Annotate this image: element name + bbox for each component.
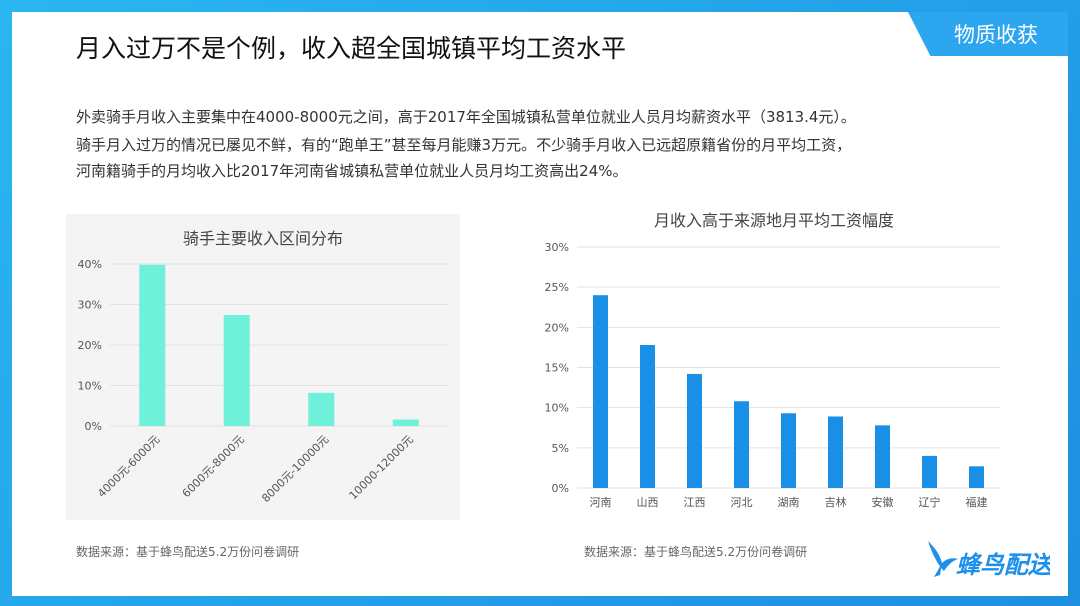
section-tag-label: 物质收获 <box>954 23 1038 47</box>
y-tick-label: 30% <box>545 241 569 254</box>
bar <box>781 413 796 488</box>
x-tick-label: 福建 <box>966 495 988 509</box>
chart-title: 月收入高于来源地月平均工资幅度 <box>654 211 894 230</box>
y-tick-label: 0% <box>85 420 102 433</box>
y-tick-label: 10% <box>78 380 102 393</box>
bar <box>875 425 890 488</box>
bar <box>969 466 984 488</box>
chart-title: 骑手主要收入区间分布 <box>183 229 343 248</box>
income-range-chart: 骑手主要收入区间分布 0% 10% 20% 30% 40% 4000元-6000元 6000… <box>66 214 460 520</box>
bar <box>828 416 843 488</box>
bar <box>392 419 419 426</box>
y-tick-label: 5% <box>552 442 569 455</box>
y-tick-label: 20% <box>78 339 102 352</box>
fengniao-logo: 蜂鸟配送 <box>922 537 1055 581</box>
y-tick-label: 20% <box>545 321 569 334</box>
intro-line-1: 外卖骑手月收入主要集中在4000-8000元之间，高于2017年全国城镇私营单位… <box>76 108 856 126</box>
bar <box>687 373 702 488</box>
bar <box>139 264 166 426</box>
x-tick-label: 江西 <box>684 496 706 509</box>
x-tick-label: 6000元-8000元 <box>180 433 247 500</box>
x-tick-label: 河南 <box>590 496 612 509</box>
logo-text: 蜂鸟配送 <box>956 551 1050 579</box>
intro-line-2: 骑手月入过万的情况已屡见不鲜，有的“跑单王”甚至每月能赚3万元。不少骑手月收入已… <box>76 136 852 154</box>
y-tick-label: 25% <box>545 281 569 294</box>
hummingbird-icon: 蜂鸟配送 <box>928 541 1055 579</box>
page-title: 月入过万不是个例，收入超全国城镇平均工资水平 <box>76 34 627 63</box>
y-tick-label: 10% <box>545 402 569 415</box>
y-tick-label: 40% <box>78 258 102 271</box>
bar <box>223 315 250 426</box>
income-range-chart-svg: 骑手主要收入区间分布 0% 10% 20% 30% 40% 4000元-6000元 6000… <box>78 229 448 505</box>
x-tick-label: 河北 <box>731 496 753 509</box>
x-tick-label: 10000-12000元 <box>347 433 416 502</box>
wage-premium-chart-svg: 月收入高于来源地月平均工资幅度 0% 5% 10% 15% 20% 25% 30% 河南 山西 江… <box>545 211 1000 509</box>
intro-line-3: 河南籍骑手的月均收入比2017年河南省城镇私营单位就业人员月均工资高出24%。 <box>76 162 628 180</box>
y-tick-label: 0% <box>552 482 569 495</box>
x-tick-label: 4000元-6000元 <box>95 433 162 500</box>
y-tick-label: 30% <box>78 299 102 312</box>
x-tick-label: 安徽 <box>872 495 894 509</box>
y-tick-label: 15% <box>545 362 569 375</box>
source-note-left: 数据来源：基于蜂鸟配送5.2万份问卷调研 <box>76 545 300 559</box>
bar <box>734 401 749 488</box>
x-tick-label: 辽宁 <box>919 495 941 509</box>
x-tick-label: 吉林 <box>825 495 847 509</box>
x-tick-label: 8000元-10000元 <box>259 433 331 505</box>
wage-premium-chart: 月收入高于来源地月平均工资幅度 0% 5% 10% 15% 20% 25% 30% 河南 山西 江… <box>540 200 1020 520</box>
bar <box>593 295 608 488</box>
section-tag-banner <box>908 12 1068 56</box>
x-tick-label: 湖南 <box>778 496 800 509</box>
x-tick-label: 山西 <box>637 496 659 509</box>
bar <box>308 392 335 426</box>
source-note-right: 数据来源：基于蜂鸟配送5.2万份问卷调研 <box>584 545 808 559</box>
bar <box>640 345 655 488</box>
bar <box>922 455 937 488</box>
